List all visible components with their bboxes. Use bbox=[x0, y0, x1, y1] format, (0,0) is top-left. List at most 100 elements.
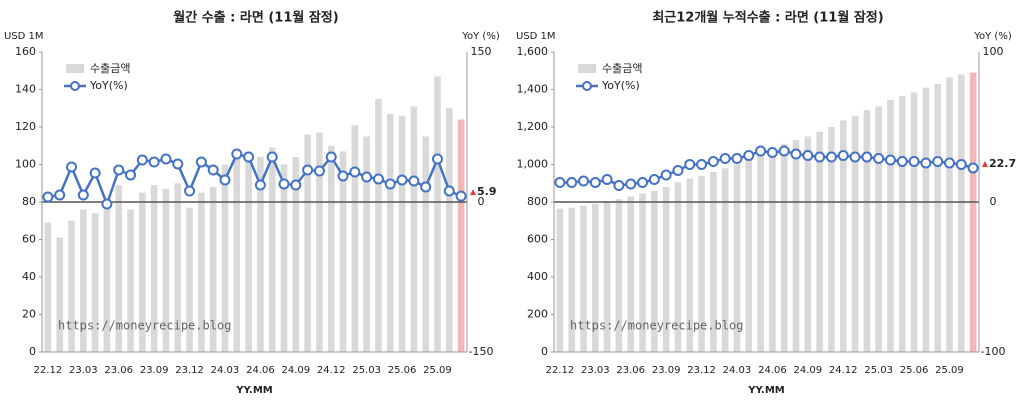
legend-swatch bbox=[578, 64, 596, 73]
y-tick-label: 1,400 bbox=[517, 83, 549, 96]
yoy-marker bbox=[967, 162, 979, 174]
y-tick-label: 40 bbox=[22, 270, 36, 283]
last-value-label: 22.7 bbox=[989, 157, 1016, 170]
yoy-marker bbox=[125, 169, 137, 181]
yoy-marker bbox=[101, 198, 113, 210]
y-tick-label: 1,600 bbox=[517, 45, 549, 58]
bar bbox=[386, 113, 394, 352]
yoy-marker bbox=[266, 151, 278, 163]
x-tick-label: 23.12 bbox=[687, 365, 716, 376]
bar bbox=[957, 74, 965, 352]
yoy-marker bbox=[684, 159, 696, 170]
yoy-marker bbox=[231, 148, 243, 160]
bar bbox=[198, 192, 205, 352]
y-tick-label: 0 bbox=[541, 345, 548, 358]
y2-tick-label: 0 bbox=[990, 195, 997, 208]
x-tick-label: 25.03 bbox=[352, 365, 381, 376]
bar bbox=[863, 110, 871, 352]
yoy-marker bbox=[802, 150, 814, 161]
bar bbox=[233, 149, 241, 352]
yoy-marker bbox=[660, 169, 672, 181]
bar bbox=[627, 196, 635, 352]
bar bbox=[698, 175, 705, 352]
bar bbox=[651, 190, 658, 352]
bar bbox=[280, 164, 288, 352]
bar bbox=[327, 145, 335, 352]
yoy-marker bbox=[696, 159, 708, 170]
yoy-marker bbox=[849, 151, 861, 163]
bar bbox=[186, 207, 193, 352]
x-tick-label: 24.12 bbox=[829, 365, 858, 376]
y2-tick-label: 0 bbox=[478, 195, 485, 208]
bar bbox=[434, 76, 441, 352]
yoy-marker bbox=[148, 156, 160, 168]
bar bbox=[68, 220, 75, 352]
yoy-marker bbox=[766, 147, 778, 158]
up-arrow bbox=[470, 189, 476, 196]
x-axis-title: YY.MM bbox=[235, 385, 273, 396]
yoy-marker bbox=[278, 178, 290, 190]
x-tick-label: 23.09 bbox=[652, 365, 681, 376]
bar bbox=[592, 203, 599, 352]
bar bbox=[139, 192, 146, 352]
bar bbox=[162, 188, 170, 352]
yoy-marker bbox=[195, 156, 207, 168]
y2-axis-title: YoY (%) bbox=[973, 31, 1012, 42]
bar bbox=[757, 153, 764, 352]
x-tick-label: 24.12 bbox=[317, 365, 346, 376]
yoy-marker bbox=[566, 177, 578, 188]
yoy-marker bbox=[184, 185, 196, 197]
yoy-marker bbox=[731, 153, 743, 164]
yoy-marker bbox=[396, 174, 408, 186]
legend-swatch bbox=[66, 64, 84, 73]
up-arrow bbox=[982, 160, 988, 167]
y-tick-label: 160 bbox=[15, 45, 36, 58]
y2-tick-label: -150 bbox=[469, 345, 494, 358]
yoy-marker bbox=[302, 164, 314, 176]
y-tick-label: 0 bbox=[29, 345, 36, 358]
chart-title: 최근12개월 누적수출 : 라면 (11월 잠정) bbox=[652, 10, 883, 26]
yoy-marker bbox=[313, 165, 325, 177]
bar bbox=[304, 134, 311, 352]
x-tick-label: 24.03 bbox=[211, 365, 240, 376]
bar bbox=[44, 222, 52, 352]
bar bbox=[946, 77, 953, 352]
legend-marker bbox=[582, 81, 592, 91]
x-tick-label: 24.06 bbox=[758, 365, 787, 376]
yoy-marker bbox=[384, 178, 396, 190]
yoy-marker bbox=[66, 161, 78, 173]
yoy-marker bbox=[908, 156, 920, 167]
x-tick-label: 25.09 bbox=[935, 365, 964, 376]
bar bbox=[375, 98, 382, 352]
yoy-marker bbox=[54, 189, 66, 201]
bar bbox=[363, 136, 370, 352]
yoy-marker bbox=[160, 153, 172, 165]
bar bbox=[339, 151, 347, 352]
bar bbox=[615, 199, 623, 352]
bar bbox=[934, 83, 941, 352]
yoy-marker bbox=[554, 177, 566, 188]
bar bbox=[103, 209, 111, 352]
y-tick-label: 100 bbox=[15, 158, 36, 171]
yoy-marker bbox=[349, 166, 361, 178]
bar bbox=[851, 115, 859, 352]
yoy-marker bbox=[814, 151, 826, 163]
bar bbox=[174, 183, 182, 352]
yoy-marker bbox=[755, 145, 767, 157]
yoy-marker bbox=[42, 191, 54, 203]
yoy-marker bbox=[778, 145, 790, 157]
yoy-marker bbox=[707, 156, 719, 167]
yoy-marker bbox=[873, 153, 885, 164]
yoy-marker bbox=[601, 174, 613, 185]
yoy-marker bbox=[290, 179, 302, 191]
bar bbox=[268, 147, 276, 352]
chart-title: 월간 수출 : 라면 (11월 잠정) bbox=[173, 10, 338, 26]
yoy-marker bbox=[861, 151, 873, 163]
last-value-label: 5.9 bbox=[477, 185, 497, 198]
y-axis-title: USD 1M bbox=[4, 31, 44, 42]
yoy-marker bbox=[719, 153, 731, 164]
y-tick-label: 400 bbox=[527, 270, 548, 283]
yoy-marker bbox=[943, 157, 955, 169]
yoy-marker bbox=[113, 164, 125, 176]
